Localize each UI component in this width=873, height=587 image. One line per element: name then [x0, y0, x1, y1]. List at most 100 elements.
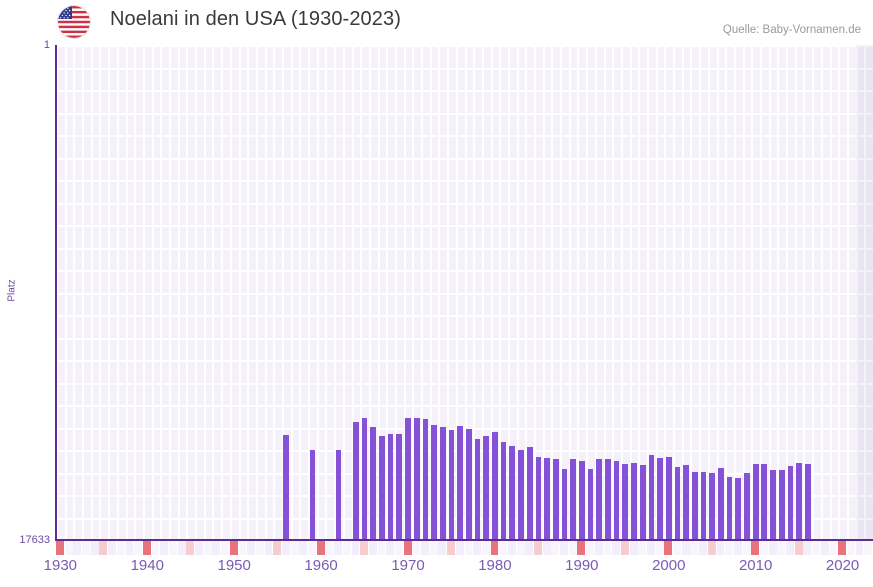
x-tick-cell [455, 541, 464, 555]
x-tick-cell [56, 541, 64, 555]
bar-2012 [770, 470, 776, 540]
bar-1977 [465, 429, 472, 540]
bar-1986 [544, 457, 550, 540]
bar-1974 [439, 426, 446, 540]
x-tick-cell [168, 541, 177, 555]
x-tick-cell [221, 541, 229, 555]
x-tick-cell [334, 541, 342, 555]
x-tick-cell [768, 541, 777, 555]
x-tick-cell [855, 541, 864, 555]
bar-1978 [474, 438, 481, 540]
x-tick-cell [742, 541, 751, 555]
bar-1973 [431, 425, 437, 540]
us-flag-icon [58, 6, 90, 38]
x-tick-cell [629, 541, 638, 555]
x-tick-cell [594, 541, 603, 555]
x-tick-cell [238, 541, 247, 555]
bar-1962 [335, 450, 342, 540]
bar-1985 [535, 457, 542, 540]
bar-1996 [631, 463, 637, 540]
x-axis-line [56, 539, 873, 541]
x-tick-cell [481, 541, 490, 555]
x-tick-cell [725, 541, 734, 555]
x-tick-cell [447, 541, 455, 555]
x-tick-cell [108, 541, 117, 555]
bar-1994 [613, 461, 620, 540]
x-tick-cell [255, 541, 264, 555]
x-tick-cell [195, 541, 203, 555]
bar-1968 [387, 433, 394, 540]
bar-2009 [744, 473, 750, 540]
y-axis-title: Platz [6, 279, 18, 302]
bar-1990 [578, 460, 585, 540]
bar-1995 [622, 464, 629, 540]
x-tick-cell [273, 541, 282, 555]
bar-2006 [718, 468, 724, 540]
x-tick-cell [177, 541, 186, 555]
x-tick-cell [64, 541, 73, 555]
x-axis-label-1980: 1980 [478, 557, 512, 574]
x-tick-cell [281, 541, 290, 555]
x-axis-label-2010: 2010 [738, 557, 773, 574]
x-tick-cell [412, 541, 421, 555]
bar-1988 [561, 468, 568, 540]
bar-1993 [605, 459, 611, 540]
x-tick-cell [464, 541, 473, 555]
x-axis-labels: 1930 1940 1950 1960 1970 1980 1990 2000 2010 2020 [0, 557, 873, 581]
x-tick-cell [186, 541, 195, 555]
x-tick-cell [560, 541, 568, 555]
bar-2007 [726, 477, 733, 540]
x-tick-cell [612, 541, 621, 555]
bar-1969 [396, 433, 403, 540]
chart-header: Noelani in den USA (1930-2023) Quelle: B… [0, 0, 873, 45]
bar-2010 [752, 464, 759, 540]
x-tick-cell [620, 541, 629, 555]
x-tick-cell [864, 541, 873, 555]
x-tick-cell [299, 541, 308, 555]
x-axis-label-2000: 2000 [652, 557, 686, 574]
x-tick-strip [56, 541, 873, 555]
x-tick-cell [125, 541, 134, 555]
x-tick-cell [786, 541, 794, 555]
bar-2003 [691, 471, 698, 540]
x-tick-cell [499, 541, 508, 555]
x-tick-cell [838, 541, 847, 555]
x-tick-cell [116, 541, 125, 555]
x-tick-cell [664, 541, 673, 555]
plot-canvas [56, 45, 873, 540]
incomplete-data-shading [855, 45, 873, 540]
bar-1970 [405, 417, 411, 540]
x-tick-cell [586, 541, 595, 555]
bar-1979 [483, 436, 490, 540]
x-tick-cell [316, 541, 325, 555]
x-tick-cell [507, 541, 516, 555]
x-tick-cell [716, 541, 725, 555]
y-axis-max-label: 1 [43, 39, 50, 51]
x-axis-label-1950: 1950 [217, 557, 251, 574]
page-title: Noelani in den USA (1930-2023) [110, 8, 401, 30]
x-tick-cell [794, 541, 803, 555]
x-tick-cell [377, 541, 386, 555]
bar-1983 [518, 450, 524, 540]
x-tick-cell [803, 541, 812, 555]
x-tick-cell [342, 541, 351, 555]
x-tick-cell [325, 541, 334, 555]
bar-1998 [648, 455, 655, 540]
x-tick-cell [638, 541, 647, 555]
x-tick-cell [308, 541, 316, 555]
x-tick-cell [534, 541, 542, 555]
x-tick-cell [568, 541, 577, 555]
x-tick-cell [829, 541, 838, 555]
bar-2000 [665, 457, 672, 540]
x-tick-cell [421, 541, 429, 555]
x-tick-cell [160, 541, 169, 555]
x-tick-cell [577, 541, 586, 555]
bar-1971 [413, 418, 420, 540]
x-tick-cell [760, 541, 768, 555]
x-axis-label-1970: 1970 [391, 557, 425, 574]
x-tick-cell [751, 541, 760, 555]
bar-1991 [587, 468, 594, 540]
y-axis-line [55, 45, 57, 541]
x-axis-label-1960: 1960 [304, 557, 338, 574]
